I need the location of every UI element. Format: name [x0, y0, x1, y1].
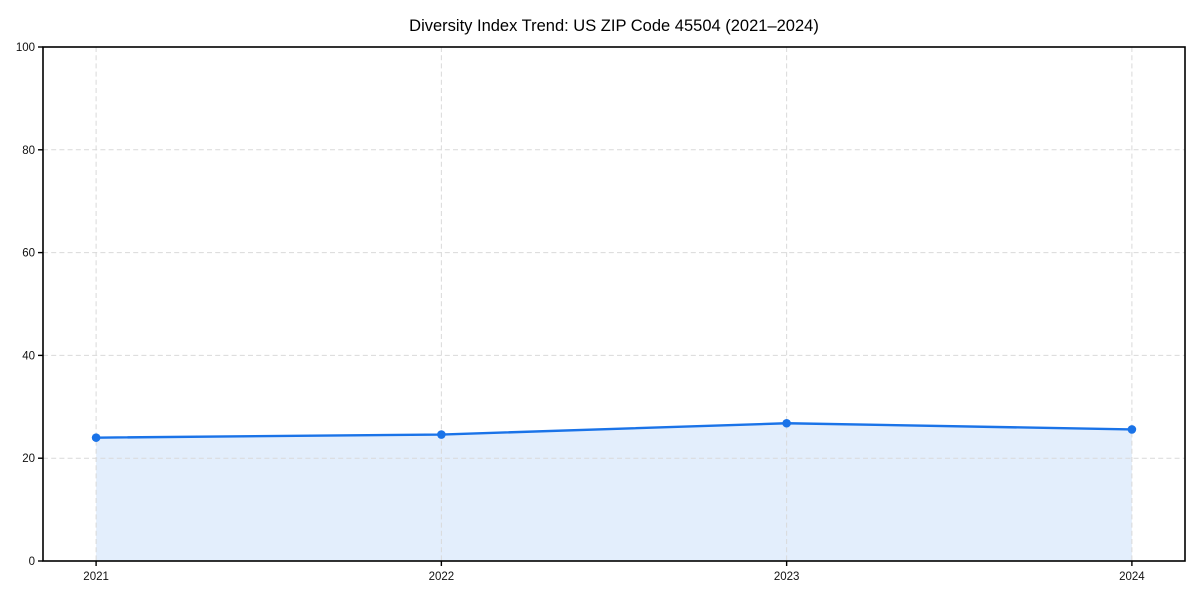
data-point-2022 — [437, 430, 446, 439]
axes-border — [42, 46, 1186, 562]
trend-line — [94, 422, 1134, 439]
y-tick-label-80: 80 — [22, 145, 35, 157]
y-tick-label-0: 0 — [29, 556, 35, 568]
chart-title: Diversity Index Trend: US ZIP Code 45504… — [409, 17, 819, 35]
data-point-2021 — [91, 433, 101, 442]
x-tick-label-2022: 2022 — [429, 571, 455, 583]
x-tick-label-2021: 2021 — [83, 571, 109, 583]
x-tick-label-2023: 2023 — [774, 571, 800, 583]
data-point-2024 — [1127, 425, 1137, 434]
plot-area: 0 20 40 60 80 100 2021 2022 2023 2024 — [16, 42, 1186, 583]
data-point-2023 — [782, 418, 791, 428]
y-tick-label-40: 40 — [22, 350, 35, 362]
y-tick-label-100: 100 — [16, 42, 35, 54]
area-fill — [96, 423, 1132, 561]
y-tick-label-60: 60 — [22, 248, 35, 260]
y-tick-label-20: 20 — [22, 453, 35, 465]
x-tick-label-2024: 2024 — [1119, 571, 1145, 583]
